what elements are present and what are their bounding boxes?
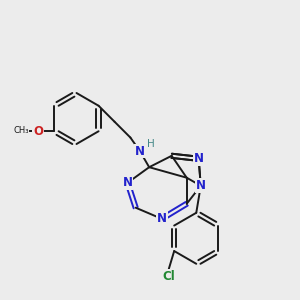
Text: H: H: [147, 140, 155, 149]
Text: N: N: [135, 145, 145, 158]
Text: N: N: [196, 179, 206, 192]
Text: O: O: [33, 125, 43, 138]
Text: Cl: Cl: [162, 270, 175, 283]
Text: N: N: [157, 212, 167, 225]
Text: N: N: [194, 152, 204, 165]
Text: N: N: [123, 176, 133, 189]
Text: CH₃: CH₃: [14, 126, 29, 135]
